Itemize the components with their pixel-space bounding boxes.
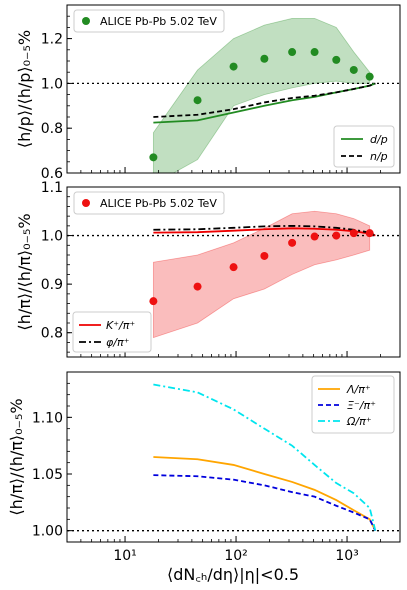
legend-data: ALICE Pb-Pb 5.02 TeV [73,9,225,33]
data-points [149,48,374,162]
data-point [349,65,358,74]
legend-box [72,311,152,353]
y-tick-label: 1.05 [32,467,63,483]
legend-models: K⁺/π⁺ φ/π⁺ [72,311,152,353]
axis-group: 0.6 0.8 1.0 1.2 [41,4,401,182]
data-point [288,238,297,247]
legend-label-dp: d/p [370,133,388,146]
data-point [260,251,269,260]
y-tick-label: 1.2 [41,32,63,48]
legend-box [73,9,225,33]
x-axis-label: ⟨dN꜀ₕ/dη⟩|η|<0.5 [167,565,299,584]
legend-marker-dot [82,199,90,207]
y-tick-label: 0.9 [41,277,63,293]
legend-data: ALICE Pb-Pb 5.02 TeV [73,191,225,215]
x-tick-label: 10¹ [113,548,136,564]
y-tick-label: 1.1 [41,180,63,196]
axis-group: 0.8 0.9 1.0 1.1 [41,180,401,357]
y-tick-label: 0.6 [41,166,63,182]
series-line-0 [153,456,377,532]
data-point [332,231,341,240]
legend-label-omega: Ω/π⁺ [346,415,372,428]
data-point [349,229,358,238]
data-point [365,72,374,81]
uncertainty-band-group [152,210,371,339]
x-tick-label: 10² [224,548,247,564]
panel-k-phi-ratio: 0.8 0.9 1.0 1.1 ALICE Pb-Pb 5.02 TeV K⁺/π⁺ … [15,180,401,358]
legend-models: d/p n/p [333,125,395,168]
uncertainty-band [152,18,371,173]
legend-label-np: n/p [370,150,388,163]
y-tick-label: 0.8 [41,121,63,137]
panel-strange-baryon-ratio: 1.00 1.05 1.10 10¹ 10² 10³ Λ/π⁺ Ξ⁻/π⁺ Ω/π⁺ ⟨h… [7,371,401,584]
legend-label-lambda: Λ/π⁺ [346,383,371,396]
series-line-2 [153,383,377,531]
data-point [288,48,297,57]
panel-frame [66,4,401,174]
legend-label: ALICE Pb-Pb 5.02 TeV [100,15,217,28]
data-point [193,96,202,105]
legend-box [311,375,395,434]
y-axis-label: ⟨h/π⟩/⟨h/π⟩₀₋₅% [7,398,26,515]
uncertainty-band-group [152,18,371,173]
axis-group: 1.00 1.05 1.10 10¹ 10² 10³ [32,371,401,564]
legend-marker-dot [82,17,90,25]
data-points [149,229,374,306]
model-lines [153,224,376,237]
data-point [365,229,374,238]
series-line-1 [153,82,376,118]
data-point [149,297,158,306]
data-point [193,282,202,291]
y-tick-label: 1.0 [41,229,63,245]
series-line-0 [153,227,376,237]
legend-box [73,191,225,215]
y-tick-label: 1.0 [41,76,63,92]
panel-dp-ratio: 0.6 0.8 1.0 1.2 ALICE Pb-Pb 5.02 TeV d/p n/… [15,4,401,182]
legend-label-xi: Ξ⁻/π⁺ [347,399,376,412]
data-point [332,55,341,64]
y-tick-label: 1.00 [32,524,63,540]
data-point [260,54,269,63]
model-lines [153,82,376,124]
legend-label-k: K⁺/π⁺ [106,319,135,332]
model-lines [153,383,377,532]
panel-frame [66,186,401,358]
data-point [229,62,238,71]
legend-label-phi: φ/π⁺ [106,336,130,349]
y-tick-label: 1.10 [32,410,63,426]
series-line-1 [153,224,376,237]
panel-frame [66,371,401,543]
y-tick-label: 0.8 [41,326,63,342]
y-axis-label: ⟨h/p⟩/⟨h/p⟩₀₋₅% [15,30,34,148]
uncertainty-band [152,210,371,339]
legend-label: ALICE Pb-Pb 5.02 TeV [100,197,217,210]
data-point [229,263,238,272]
data-point [310,48,319,57]
legend-models: Λ/π⁺ Ξ⁻/π⁺ Ω/π⁺ [311,375,395,434]
y-axis-label: ⟨h/π⟩/⟨h/π⟩₀₋₅% [15,213,34,330]
x-tick-label: 10³ [335,548,358,564]
data-point [310,232,319,241]
data-point [149,153,158,162]
